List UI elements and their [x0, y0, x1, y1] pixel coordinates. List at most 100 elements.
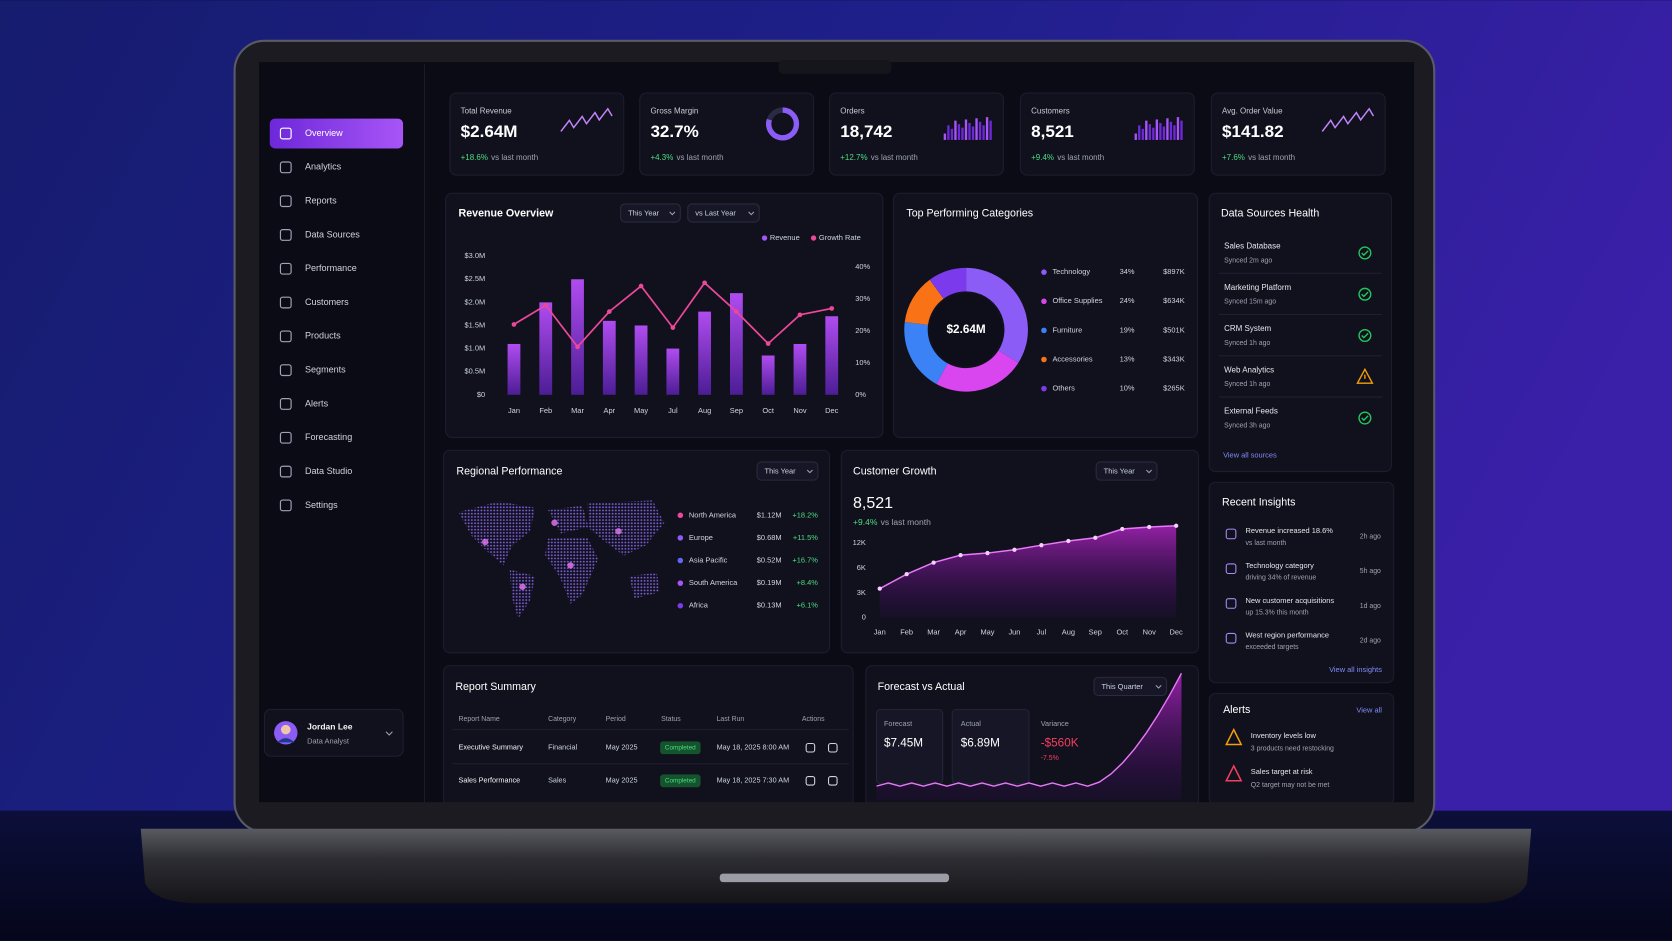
kpi-sparkbar	[950, 128, 954, 140]
nav-item[interactable]: Reports	[305, 196, 337, 206]
legend-dot	[810, 235, 817, 241]
kpi-sparkbar	[1148, 124, 1151, 140]
y-tick-label: $0.5M	[464, 367, 485, 376]
nav-item[interactable]: Overview	[305, 128, 343, 138]
category-share: 24%	[1120, 296, 1135, 305]
chevron	[806, 469, 813, 474]
filter-label[interactable]: vs Last Year	[695, 208, 736, 217]
kpi-card	[449, 92, 625, 176]
growth-point	[985, 550, 990, 556]
map-region	[458, 501, 536, 566]
panel-title: Data Sources Health	[1221, 207, 1319, 219]
nav-item[interactable]: Settings	[305, 500, 338, 510]
link[interactable]: View all sources	[1223, 451, 1277, 460]
region-name: Africa	[689, 601, 709, 610]
x-tick-label: Jan	[508, 406, 520, 415]
filter-label[interactable]: This Year	[765, 467, 797, 476]
insight-sub: driving 34% of revenue	[1245, 575, 1316, 582]
kpi-delta-change: +12.7%	[840, 153, 867, 162]
region-amount: $0.19M	[757, 578, 782, 587]
kpi-delta-change: +18.6%	[461, 153, 488, 162]
x-tick-label: Sep	[730, 406, 743, 415]
action-icon[interactable]	[828, 776, 838, 786]
bezel-bottom	[259, 802, 1414, 828]
filter-button[interactable]	[1093, 676, 1168, 697]
region-amount: $0.13M	[757, 601, 782, 610]
status-text: Completed	[665, 744, 696, 751]
action-icon[interactable]	[805, 742, 816, 753]
growth-point	[958, 552, 963, 558]
nav-item[interactable]: Alerts	[305, 398, 329, 408]
nav-item[interactable]: Data Studio	[305, 466, 352, 476]
filter-label[interactable]: This Year	[628, 208, 660, 217]
nav-item[interactable]: Performance	[305, 263, 357, 273]
y-tick-label: $1.0M	[464, 344, 485, 353]
link[interactable]: View all	[1356, 705, 1382, 714]
nav-item[interactable]: Forecasting	[305, 432, 352, 442]
source-name: External Feeds	[1224, 407, 1278, 416]
alert-icon	[1225, 727, 1243, 746]
map-region	[509, 569, 536, 619]
filter-button[interactable]	[620, 203, 681, 223]
growth-point	[734, 309, 739, 314]
action-icon[interactable]	[805, 776, 816, 786]
growth-point	[931, 560, 936, 565]
nav-icon	[279, 262, 292, 275]
category-name: Accessories	[1052, 354, 1092, 363]
filter-button[interactable]	[687, 203, 760, 223]
y-tick-label: $2.0M	[464, 297, 485, 306]
donut-hole	[929, 293, 1003, 366]
kpi-delta: +7.6% vs last month	[1222, 153, 1295, 162]
y-tick-label: $0	[477, 390, 485, 399]
table-cell: Executive Summary	[459, 743, 524, 752]
status-warning	[1356, 367, 1374, 384]
table-header: Last Run	[717, 716, 745, 723]
nav-icon	[279, 330, 292, 343]
growth-point	[1174, 523, 1179, 528]
y2-tick-label: 10%	[855, 358, 870, 367]
insight-text: Revenue increased 18.6%	[1245, 526, 1333, 535]
link[interactable]: View all insights	[1329, 665, 1382, 674]
status-badge	[660, 774, 701, 788]
alert-sub: 3 products need restocking	[1251, 746, 1334, 753]
growth-point	[877, 586, 882, 591]
map-glow	[551, 519, 558, 526]
table-header: Status	[661, 716, 681, 723]
x-tick-label: Apr	[955, 628, 967, 637]
kpi-sparkbar	[1173, 125, 1176, 140]
user-card[interactable]	[263, 708, 404, 757]
table-cell: May 2025	[606, 776, 638, 785]
alert-sub: Q2 target may not be met	[1251, 782, 1330, 789]
nav-item[interactable]: Data Sources	[305, 229, 360, 239]
kpi-sparkbar	[1141, 128, 1144, 140]
legend-label: Revenue	[770, 233, 800, 242]
panel-title: Customer Growth	[853, 465, 937, 477]
kpi-sparkbar	[954, 120, 957, 140]
variance-pct: -7.5%	[1041, 755, 1059, 762]
region-name: North America	[689, 510, 737, 519]
nav-item[interactable]: Customers	[305, 297, 349, 307]
x-tick-label: Feb	[539, 406, 552, 415]
nav-item[interactable]: Segments	[305, 365, 346, 375]
map-glow	[615, 528, 622, 535]
growth-point	[829, 306, 835, 311]
action-icon[interactable]	[828, 742, 838, 753]
growth-point	[606, 309, 612, 314]
revenue-bar	[602, 320, 616, 395]
growth-point	[575, 344, 580, 350]
kpi-sparkbar	[985, 117, 989, 140]
kpi-sparkbar	[947, 125, 950, 140]
nav-item[interactable]: Analytics	[305, 162, 342, 172]
insight-time: 5h ago	[1360, 568, 1381, 575]
kpi-label: Total Revenue	[461, 106, 513, 115]
status-check	[1361, 332, 1369, 339]
filter-button[interactable]	[1095, 461, 1158, 481]
kpi-sparkbar	[943, 133, 947, 140]
nav-icon	[279, 127, 292, 140]
filter-button[interactable]	[756, 461, 819, 481]
status-ok	[1358, 246, 1372, 260]
status-check	[1361, 250, 1369, 257]
filter-label[interactable]: This Quarter	[1102, 682, 1144, 691]
filter-label[interactable]: This Year	[1104, 467, 1136, 476]
nav-item[interactable]: Products	[305, 331, 341, 341]
